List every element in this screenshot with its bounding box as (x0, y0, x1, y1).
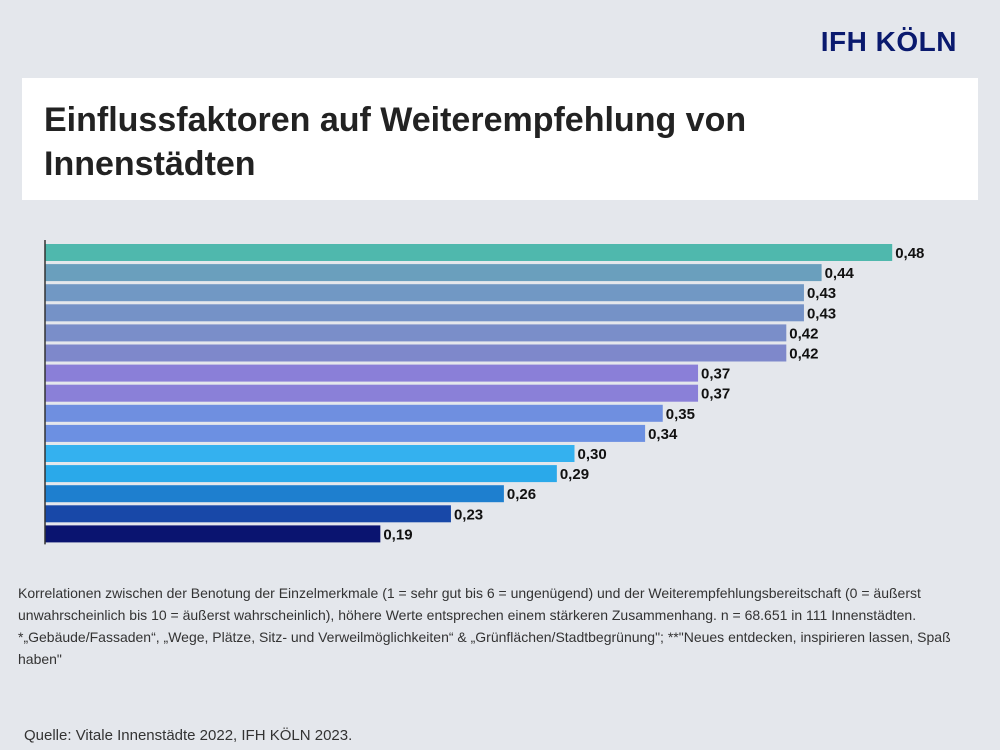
value-label-1: 0,48 (895, 245, 924, 262)
source-note: Quelle: Vitale Innenstädte 2022, IFH KÖL… (24, 727, 353, 744)
ifh-koeln-logo: IFH KÖLN (820, 26, 957, 57)
value-label-4: 0,43 (807, 305, 836, 322)
value-label-7: 0,37 (701, 366, 730, 383)
footnote-main: Korrelationen zwischen der Benotung der … (18, 585, 921, 623)
value-label-6: 0,42 (789, 346, 818, 363)
value-label-15: 0,19 (383, 526, 412, 543)
value-label-2: 0,44 (825, 265, 855, 282)
bar-7 (45, 364, 699, 382)
value-label-8: 0,37 (701, 386, 730, 403)
bar-12 (45, 465, 557, 483)
bar-8 (45, 384, 699, 402)
value-label-3: 0,43 (807, 285, 836, 302)
bar-chart: 0,48 0,44 0,43 0,43 0,42 0,42 0,37 0,37 0,35 0,34… (44, 240, 924, 545)
bar-6 (45, 344, 787, 362)
bars-group (45, 244, 893, 543)
title-card: Einflussfaktoren auf Weiterempfehlung vo… (22, 78, 978, 200)
value-label-5: 0,42 (789, 325, 818, 342)
value-labels-group: 0,48 0,44 0,43 0,43 0,42 0,42 0,37 0,37 0,35 0,34… (383, 245, 924, 543)
value-label-12: 0,29 (560, 466, 589, 483)
value-label-9: 0,35 (666, 406, 695, 423)
bar-14 (45, 505, 451, 523)
bar-15 (45, 525, 381, 543)
footnotes: Korrelationen zwischen der Benotung der … (18, 582, 978, 670)
bar-3 (45, 284, 804, 302)
bar-1 (45, 244, 893, 261)
bar-5 (45, 324, 787, 342)
bar-4 (45, 304, 804, 322)
bar-9 (45, 404, 663, 422)
bar-10 (45, 424, 646, 442)
value-label-11: 0,30 (578, 446, 607, 463)
bar-2 (45, 264, 822, 282)
bar-13 (45, 485, 504, 503)
value-label-14: 0,23 (454, 506, 483, 523)
value-label-10: 0,34 (648, 426, 678, 443)
chart-title: Einflussfaktoren auf Weiterempfehlung vo… (44, 101, 747, 183)
bar-11 (45, 445, 575, 462)
footnote-asterisk: *„Gebäude/Fassaden“, „Wege, Plätze, Sitz… (18, 629, 951, 667)
value-label-13: 0,26 (507, 486, 536, 503)
